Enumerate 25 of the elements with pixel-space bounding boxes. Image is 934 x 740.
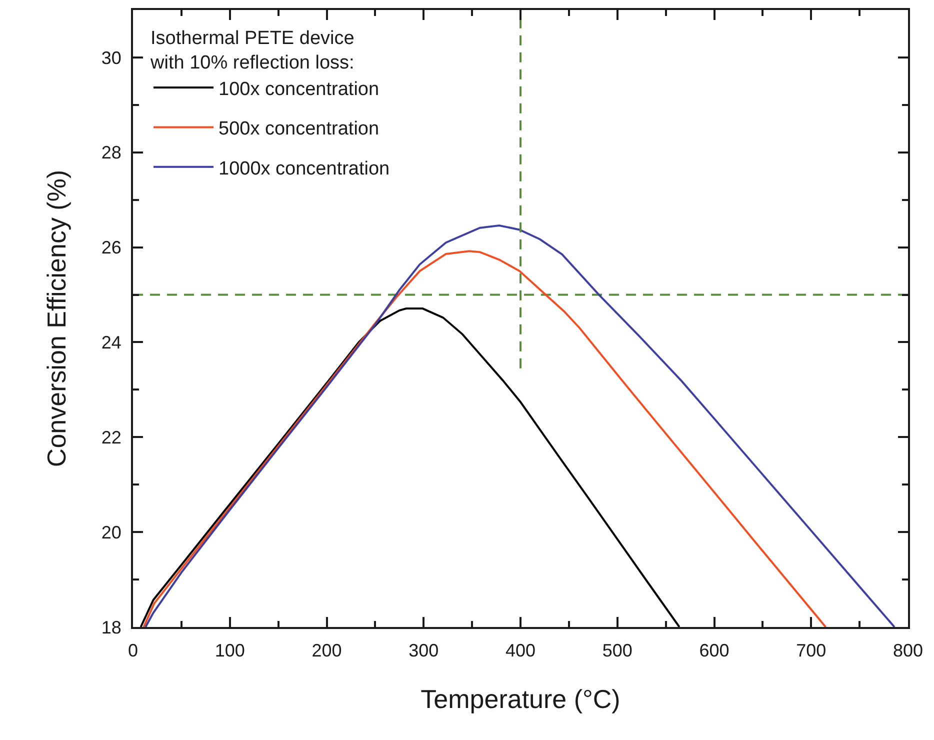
x-tick-label: 600 bbox=[699, 640, 730, 661]
x-tick-label: 800 bbox=[892, 640, 924, 661]
legend-title: Isothermal PETE device with 10% reflection loss: bbox=[150, 28, 354, 74]
x-tick-label: 500 bbox=[602, 640, 632, 661]
x-tick-label: 300 bbox=[408, 640, 439, 661]
x-tick-label: 200 bbox=[312, 640, 342, 661]
y-tick-label: 28 bbox=[101, 142, 122, 163]
y-tick-label: 30 bbox=[101, 48, 122, 68]
x-tick-label: 400 bbox=[505, 640, 536, 661]
y-tick-label: 26 bbox=[101, 238, 122, 258]
x-axis-title: Temperature (°C) bbox=[420, 684, 620, 714]
x-tick-label: 700 bbox=[796, 640, 826, 661]
y-tick-label: 22 bbox=[101, 427, 122, 448]
y-axis-title: Conversion Efficiency (%) bbox=[41, 170, 72, 468]
x-tick-label: 0 bbox=[128, 640, 138, 661]
x-tick-label: 100 bbox=[214, 640, 245, 661]
legend-label: 500x concentration bbox=[218, 118, 380, 140]
y-tick-label: 18 bbox=[101, 617, 122, 638]
line-series bbox=[144, 224, 896, 627]
legend-label: 100x concentration bbox=[218, 78, 380, 100]
y-tick-label: 24 bbox=[101, 332, 122, 353]
y-tick-label: 20 bbox=[101, 522, 122, 542]
line-series bbox=[142, 250, 827, 627]
line-series bbox=[140, 308, 680, 627]
legend-label: 1000x concentration bbox=[218, 158, 390, 180]
